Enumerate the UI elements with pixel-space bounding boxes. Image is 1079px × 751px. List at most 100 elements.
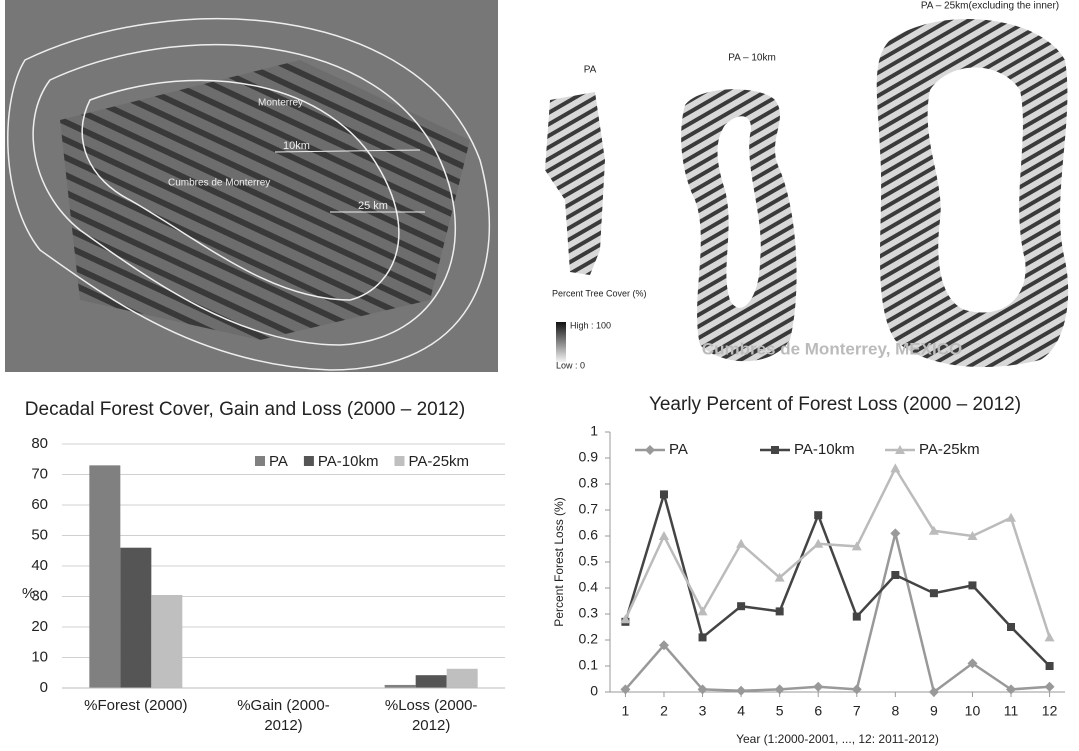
legend-high: High : 100: [570, 320, 611, 330]
pa-map: [545, 92, 605, 275]
legend-title: Percent Tree Cover (%): [552, 288, 647, 298]
legend-swatch: [394, 456, 405, 466]
legend-label: PA-25km: [408, 453, 469, 470]
map-label: Monterrey: [258, 98, 303, 109]
marker: [967, 531, 978, 540]
marker: [813, 538, 824, 548]
marker: [967, 658, 978, 669]
x-tick-label: 6: [814, 703, 822, 719]
marker: [697, 606, 708, 616]
marker: [659, 490, 668, 499]
x-tick-label: 10: [965, 703, 981, 719]
marker: [1006, 684, 1017, 695]
x-tick-label-box: %Forest (2000): [84, 697, 188, 714]
bar: [384, 684, 416, 688]
marker: [658, 531, 669, 540]
marker: [620, 684, 631, 695]
y-tick-label: 0.7: [579, 501, 599, 517]
marker: [620, 614, 631, 624]
legend-swatch: [255, 456, 265, 466]
x-tick-label: %Gain (2000-2012): [237, 697, 330, 734]
marker: [929, 589, 938, 598]
marker: [814, 511, 823, 520]
marker: [698, 633, 707, 642]
legend-label: PA-25km: [919, 441, 980, 458]
y-tick-label: 10: [31, 648, 48, 665]
chart-title: Yearly Percent of Forest Loss (2000 – 20…: [649, 394, 1021, 415]
marker: [737, 602, 746, 611]
y-tick-label: 50: [31, 526, 48, 543]
panel-label: PA – 25km(excluding the inner): [921, 1, 1059, 12]
y-tick-label: 0.1: [579, 657, 599, 673]
x-tick-label: 4: [737, 703, 745, 719]
marker: [851, 684, 862, 695]
bar: [151, 594, 183, 688]
marker: [895, 445, 905, 454]
x-tick-label-box: %Gain (2000-2012): [237, 697, 330, 734]
bar: [446, 668, 478, 688]
legend-ramp: [556, 322, 566, 362]
marker: [771, 446, 779, 454]
y-tick-label: 70: [31, 465, 48, 482]
y-axis-label: Percent Forest Loss (%): [552, 497, 566, 626]
x-tick-label: 8: [891, 703, 899, 719]
y-tick-label: 80: [31, 435, 48, 452]
x-tick-label: 1: [622, 703, 630, 719]
marker: [890, 528, 901, 539]
map-label: Cumbres de Monterrey: [168, 178, 270, 189]
legend-label: PA-10km: [794, 441, 855, 458]
legend-label: PA-10km: [318, 453, 379, 470]
marker: [928, 687, 939, 697]
panel-label: PA – 10km: [728, 53, 776, 64]
y-tick-label: 0.2: [579, 631, 599, 647]
x-tick-label: 11: [1004, 703, 1019, 719]
marker: [658, 640, 669, 651]
y-tick-label: 0.6: [579, 527, 599, 543]
series-line: [624, 533, 1050, 695]
marker: [852, 612, 861, 621]
x-tick-label: 5: [776, 703, 784, 719]
marker: [1007, 623, 1016, 631]
x-tick-label: 3: [699, 703, 707, 719]
map-label: 25 km: [358, 200, 388, 212]
marker: [736, 538, 747, 548]
legend-label: PA: [669, 441, 688, 458]
x-tick-label: %Forest (2000): [84, 697, 188, 714]
y-tick-label: 0: [590, 683, 598, 699]
x-tick-label-box: %Loss (2000-2012): [385, 697, 478, 734]
y-tick-label: 20: [31, 618, 48, 635]
y-axis-label: %: [22, 585, 35, 602]
y-tick-label: 0.3: [579, 605, 599, 621]
map-label: 10km: [283, 140, 310, 152]
legend-low: Low : 0: [556, 360, 585, 370]
y-tick-label: 0.9: [579, 449, 599, 465]
legend-swatch: [303, 456, 314, 466]
y-tick-label: 1: [590, 423, 598, 439]
marker: [968, 581, 977, 590]
marker: [775, 607, 784, 616]
series-line: [624, 465, 1051, 638]
y-tick-label: 0.8: [579, 475, 599, 491]
marker: [1006, 512, 1017, 522]
x-tick-label: 7: [853, 703, 861, 719]
bar: [120, 547, 152, 688]
marker: [891, 571, 900, 579]
marker: [736, 685, 747, 696]
marker: [645, 445, 655, 455]
x-tick-label: 2: [660, 703, 668, 719]
y-tick-label: 0.4: [579, 579, 599, 595]
chart-title: Decadal Forest Cover, Gain and Loss (200…: [25, 399, 465, 420]
marker: [774, 572, 785, 582]
marker: [851, 541, 862, 551]
marker: [813, 681, 824, 692]
bar: [415, 675, 447, 688]
y-tick-label: 30: [31, 587, 48, 604]
y-tick-label: 60: [31, 496, 48, 513]
x-axis-label: Year (1:2000-2001, ..., 12: 2011-2012): [736, 732, 939, 746]
marker: [697, 684, 708, 695]
bar: [89, 465, 121, 688]
marker: [890, 463, 901, 473]
marker: [1044, 681, 1055, 692]
marker: [1044, 632, 1055, 642]
